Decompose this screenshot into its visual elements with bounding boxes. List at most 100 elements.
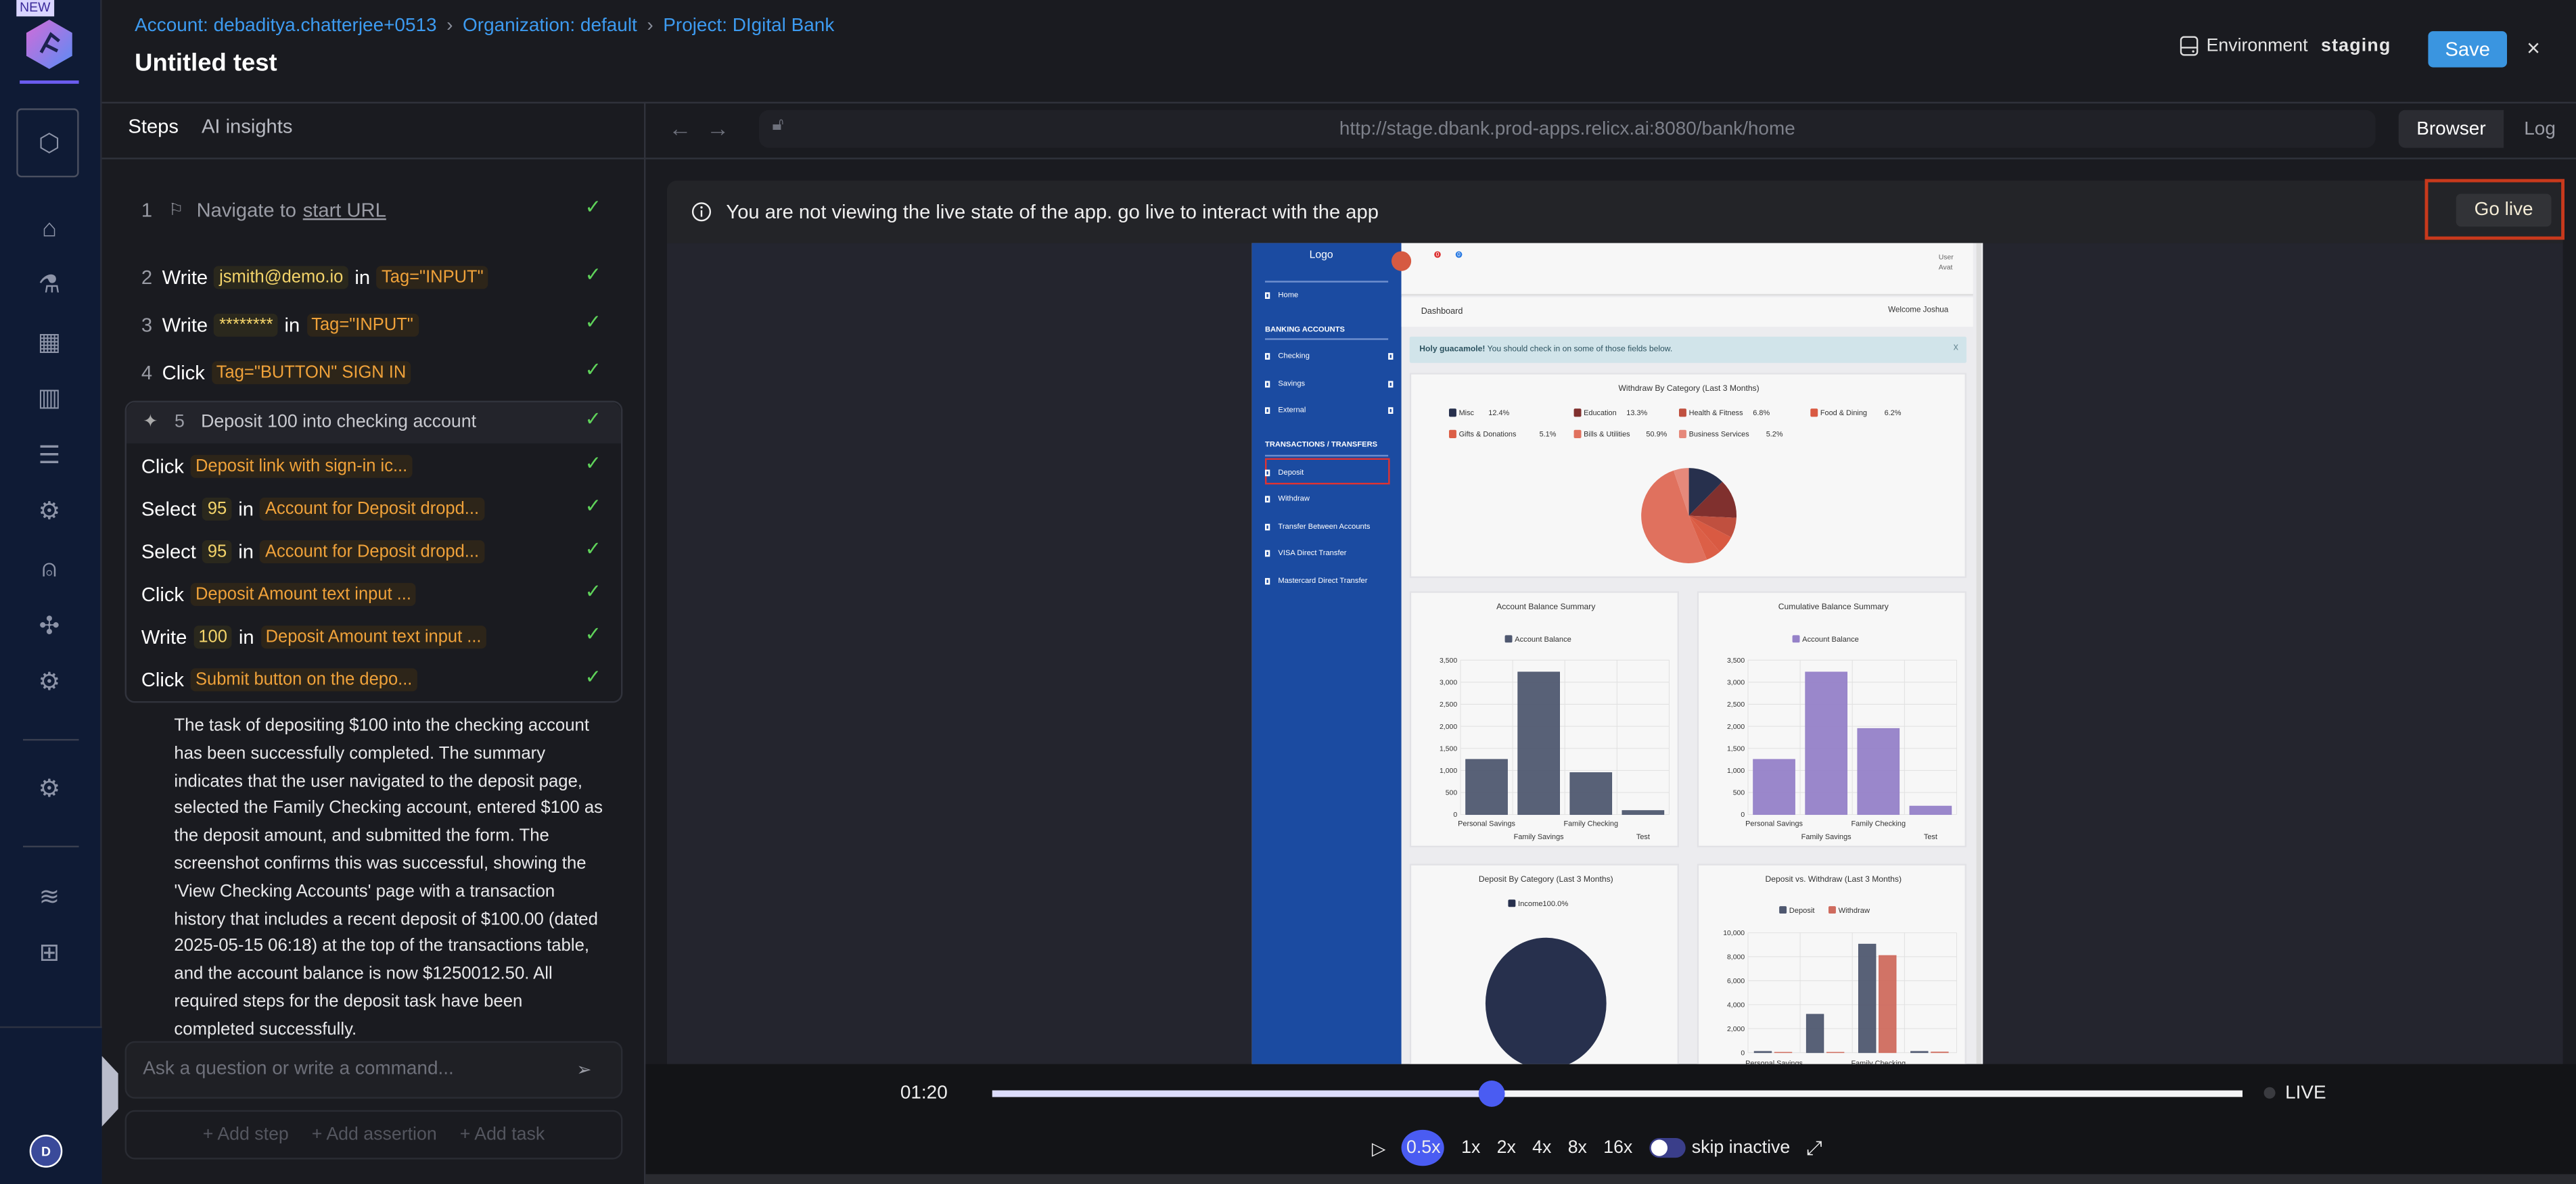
app-scrollbar[interactable]	[1976, 243, 1981, 1064]
step-row[interactable]: Click Deposit Amount text input ...	[141, 583, 417, 607]
cumulative-balance-card: Cumulative Balance Summary Account Balanc…	[1697, 591, 1967, 848]
speed-1x[interactable]: 1x	[1461, 1137, 1481, 1158]
close-icon[interactable]: ×	[2527, 34, 2541, 61]
breadcrumb-organization[interactable]: Organization: default	[463, 16, 637, 37]
route-icon[interactable]: ⍝	[41, 554, 57, 582]
ask-input[interactable]: Ask a question or write a command...	[124, 1041, 623, 1099]
drive-icon	[2180, 36, 2199, 56]
task-group-header[interactable]	[126, 402, 621, 444]
legend-label: Business Services	[1689, 431, 1750, 439]
environment-selector[interactable]: Environment staging	[2180, 36, 2391, 56]
bar	[1879, 955, 1897, 1053]
task-header[interactable]: ✦ 5 Deposit 100 into checking account	[143, 410, 476, 432]
url-bar[interactable]: http://stage.dbank.prod-apps.relicx.ai:8…	[758, 110, 2376, 148]
gear-icon[interactable]: ⚙	[38, 497, 61, 526]
fullscreen-icon[interactable]: ⤢	[1806, 1135, 1822, 1159]
speed-0-5x[interactable]: 0.5x	[1402, 1129, 1445, 1166]
step-row[interactable]: 2 Write jsmith@demo.io in Tag="INPUT"	[141, 266, 488, 289]
breadcrumb-account[interactable]: Account: debaditya.chatterjee+0513	[135, 16, 437, 37]
user-avatar[interactable]: D	[29, 1135, 63, 1168]
add-assertion-label: Add assertion	[326, 1124, 437, 1145]
sparkle-icon: ✦	[143, 412, 158, 432]
dashboard-title: Dashboard	[1421, 307, 1463, 317]
tab-ai-insights[interactable]: AI insights	[201, 114, 293, 138]
divider	[1264, 454, 1389, 457]
back-arrow-icon[interactable]: ←	[668, 114, 692, 141]
list-icon[interactable]: ☰	[38, 442, 61, 470]
alert-close-icon[interactable]: x	[1953, 343, 1958, 354]
step-target: Tag="INPUT"	[306, 313, 419, 337]
integrations-icon[interactable]: ✣	[39, 612, 60, 641]
add-task-button[interactable]: + Add task	[459, 1124, 545, 1145]
check-icon: ✓	[584, 195, 602, 218]
app-nav-savings[interactable]: Savings	[1264, 379, 1394, 387]
app-nav-transfer[interactable]: Transfer Between Accounts	[1264, 522, 1393, 530]
add-step-button[interactable]: + Add step	[202, 1124, 289, 1145]
home-icon[interactable]: ⌂	[41, 214, 57, 243]
step-target: Account for Deposit dropd...	[260, 497, 484, 521]
step-row[interactable]: Click Deposit link with sign-in ic...	[141, 454, 413, 478]
layers-settings-icon[interactable]: ≋	[39, 883, 60, 911]
add-assertion-button[interactable]: + Add assertion	[311, 1124, 437, 1145]
send-icon[interactable]: ➢	[576, 1060, 592, 1081]
app-screenshot: Logo Home BANKING ACCOUNTS Checking Savi…	[1251, 243, 1983, 1064]
divider	[1264, 338, 1389, 340]
tab-steps[interactable]: Steps	[128, 114, 179, 138]
go-live-button[interactable]: Go live	[2456, 193, 2552, 227]
step-row[interactable]: Write 100 in Deposit Amount text input ...	[141, 625, 486, 649]
chart-title: Cumulative Balance Summary	[1778, 602, 1889, 611]
menu-toggle-button[interactable]	[1391, 251, 1412, 271]
skip-inactive-toggle[interactable]	[1649, 1137, 1686, 1158]
tab-browser[interactable]: Browser	[2398, 110, 2504, 148]
step-row[interactable]: 4 Click Tag="BUTTON" SIGN IN	[141, 361, 411, 385]
dashboard-bar: Dashboard Welcome Joshua	[1401, 297, 1973, 327]
app-logo-icon[interactable]	[26, 20, 72, 69]
legend-swatch	[1573, 408, 1582, 417]
tab-log[interactable]: Log	[2524, 119, 2556, 139]
step-row[interactable]: Select 95 in Account for Deposit dropd...	[141, 497, 484, 521]
app-nav-withdraw[interactable]: Withdraw	[1264, 494, 1393, 502]
save-button[interactable]: Save	[2428, 31, 2507, 68]
app-nav-visa[interactable]: VISA Direct Transfer	[1264, 548, 1393, 557]
step-action: Click	[141, 583, 184, 607]
section-transactions: TRANSACTIONS / TRANSFERS	[1264, 440, 1378, 448]
sitemap-settings-icon[interactable]: ⊞	[39, 939, 60, 968]
y-tick-label: 3,000	[1727, 680, 1745, 687]
settings-badge-icon[interactable]: ⚙	[38, 668, 61, 696]
horizontal-scrollbar[interactable]	[645, 1174, 2576, 1184]
info-icon	[691, 202, 712, 222]
check-icon: ✓	[584, 537, 602, 561]
step-row[interactable]: Click Submit button on the depo...	[141, 668, 417, 692]
flask-icon[interactable]: ⚗	[38, 270, 61, 299]
speed-8x[interactable]: 8x	[1567, 1137, 1587, 1158]
speed-16x[interactable]: 16x	[1603, 1137, 1633, 1158]
nav-label: Home	[1278, 290, 1299, 299]
x-tick-label: Test	[1636, 833, 1650, 841]
speed-4x[interactable]: 4x	[1532, 1137, 1552, 1158]
speed-2x[interactable]: 2x	[1496, 1137, 1516, 1158]
app-nav-home[interactable]: Home	[1264, 290, 1393, 299]
live-label[interactable]: LIVE	[2285, 1083, 2326, 1104]
timeline-thumb[interactable]	[1479, 1080, 1506, 1107]
grid-icon[interactable]: ▦	[37, 328, 62, 356]
panel-collapse-handle[interactable]	[101, 1056, 118, 1127]
app-nav-checking[interactable]: Checking	[1264, 352, 1394, 360]
start-url-link[interactable]: start URL	[302, 198, 386, 222]
step-row[interactable]: 3 Write ******** in Tag="INPUT"	[141, 313, 419, 337]
app-nav-deposit[interactable]: Deposit	[1264, 468, 1393, 476]
forward-arrow-icon[interactable]: →	[706, 114, 730, 141]
cube-icon[interactable]: ⬡	[38, 129, 60, 158]
chart-svg: Account Balance Summary Account Balance 0 5…	[1440, 602, 1670, 841]
page-title[interactable]: Untitled test	[135, 49, 277, 78]
app-nav-external[interactable]: External	[1264, 406, 1394, 414]
settings-icon[interactable]: ⚙	[38, 775, 61, 803]
play-icon[interactable]: ▷	[1371, 1139, 1386, 1159]
app-nav-mastercard[interactable]: Mastercard Direct Transfer	[1264, 576, 1393, 585]
panel-tabs: Steps AI insights	[128, 115, 292, 138]
timeline-slider[interactable]	[992, 1090, 2242, 1097]
step-row[interactable]: 1 ⚐ Navigate to start URL	[141, 199, 386, 222]
step-row[interactable]: Select 95 in Account for Deposit dropd...	[141, 540, 484, 563]
user-avatar-image[interactable]: User Avat	[1938, 252, 1954, 271]
breadcrumb-project[interactable]: Project: DIgital Bank	[663, 16, 835, 37]
columns-icon[interactable]: ▥	[37, 384, 62, 412]
